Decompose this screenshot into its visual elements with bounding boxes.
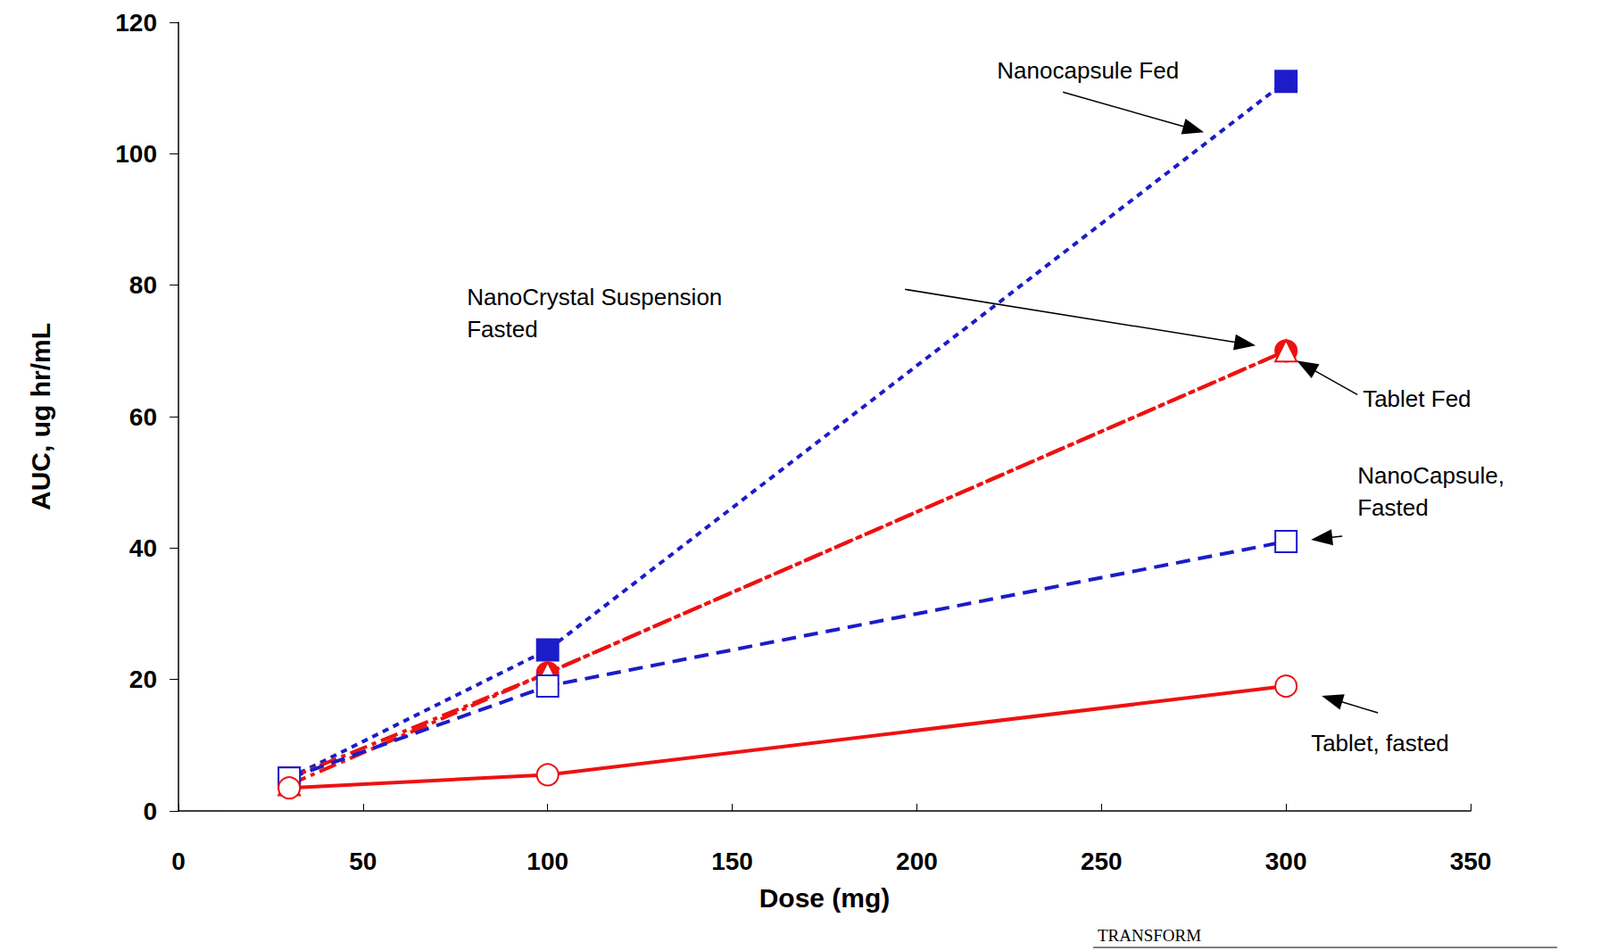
svg-text:350: 350 bbox=[1450, 847, 1493, 876]
svg-text:100: 100 bbox=[115, 140, 158, 168]
svg-text:150: 150 bbox=[711, 847, 754, 876]
svg-text:50: 50 bbox=[348, 847, 377, 876]
svg-text:250: 250 bbox=[1080, 847, 1123, 876]
svg-text:NanoCapsule,: NanoCapsule, bbox=[1357, 462, 1505, 490]
svg-text:TRANSFORM: TRANSFORM bbox=[1097, 926, 1202, 946]
svg-text:0: 0 bbox=[171, 847, 186, 876]
svg-text:Dose (mg): Dose (mg) bbox=[759, 883, 891, 913]
svg-text:60: 60 bbox=[129, 403, 158, 432]
svg-text:Tablet, fasted: Tablet, fasted bbox=[1310, 729, 1450, 757]
svg-text:120: 120 bbox=[115, 8, 158, 37]
svg-text:Tablet Fed: Tablet Fed bbox=[1362, 385, 1471, 413]
svg-text:Nanocapsule Fed: Nanocapsule Fed bbox=[996, 57, 1179, 84]
svg-text:0: 0 bbox=[142, 797, 158, 826]
svg-text:Fasted: Fasted bbox=[1357, 494, 1429, 522]
svg-text:300: 300 bbox=[1265, 847, 1308, 876]
svg-text:200: 200 bbox=[895, 847, 938, 876]
svg-text:80: 80 bbox=[129, 271, 158, 299]
svg-text:AUC, ug hr/mL: AUC, ug hr/mL bbox=[25, 323, 56, 511]
svg-text:100: 100 bbox=[526, 847, 569, 876]
svg-text:20: 20 bbox=[129, 665, 158, 694]
svg-text:Fasted: Fasted bbox=[466, 315, 539, 343]
svg-text:NanoCrystal Suspension: NanoCrystal Suspension bbox=[466, 283, 722, 311]
svg-text:40: 40 bbox=[129, 534, 158, 563]
